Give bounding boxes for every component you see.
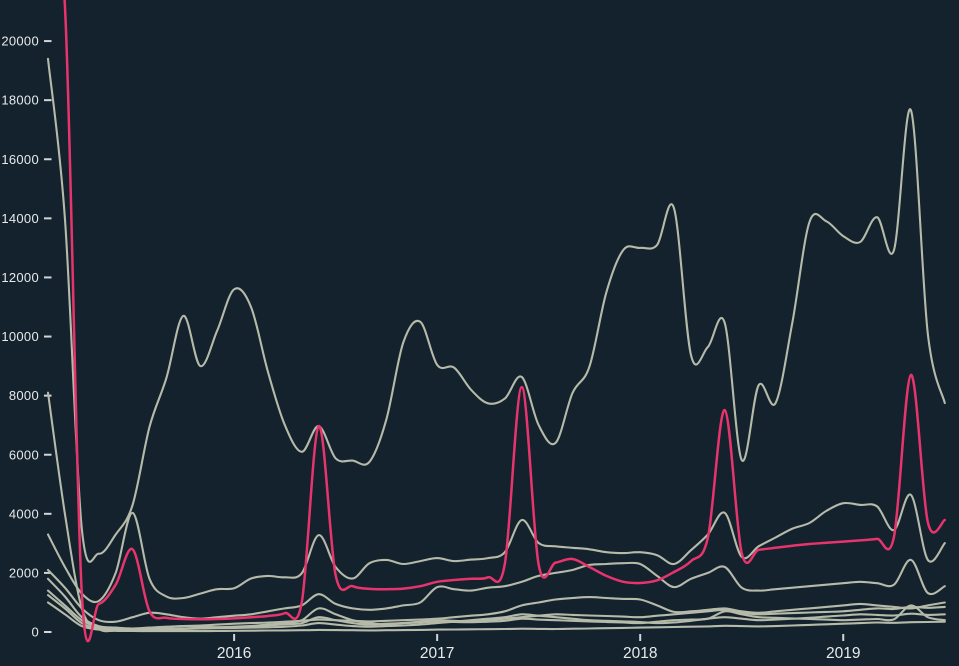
x-tick-label: 2017 <box>420 645 454 662</box>
y-tick-label: 8000 <box>9 388 39 403</box>
y-tick-label: 16000 <box>1 152 39 167</box>
x-tick-label: 2019 <box>826 645 860 662</box>
x-tick-label: 2016 <box>217 645 251 662</box>
series-line-gray-8 <box>46 601 946 632</box>
y-tick-label: 4000 <box>9 506 39 521</box>
y-tick-label: 18000 <box>1 93 39 108</box>
x-axis: 2016 2017 2018 2019 <box>217 634 860 662</box>
series-line-gray-2 <box>46 391 946 633</box>
series-line-gray-1 <box>46 57 946 563</box>
y-tick-label: 14000 <box>1 211 39 226</box>
y-tick-label: 12000 <box>1 270 39 285</box>
series-line-gray-3 <box>46 493 946 604</box>
y-tick-label: 20000 <box>1 34 39 49</box>
y-axis: 0 2000 4000 6000 8000 10000 12000 14000 16000 180… <box>1 34 52 640</box>
y-tick-label: 0 <box>31 625 39 640</box>
series-line-highlight-pink <box>63 0 947 643</box>
series-lines <box>46 0 947 643</box>
series-line-gray-6 <box>46 589 946 631</box>
y-tick-label: 2000 <box>9 565 39 580</box>
y-tick-label: 6000 <box>9 447 39 462</box>
x-tick-label: 2018 <box>623 645 657 662</box>
series-line-gray-5 <box>46 577 946 630</box>
y-tick-label: 10000 <box>1 329 39 344</box>
